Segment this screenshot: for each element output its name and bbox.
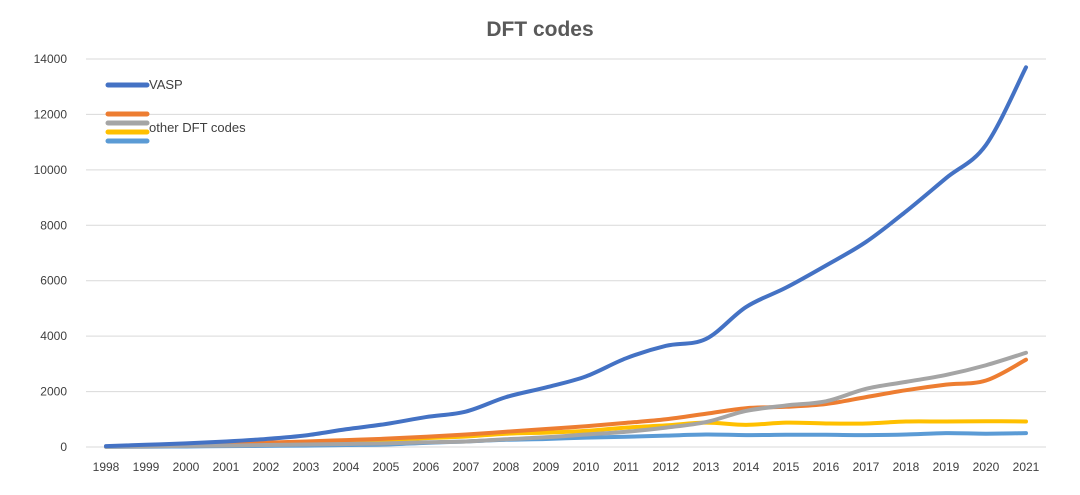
- x-tick-label: 2021: [1013, 460, 1040, 474]
- x-tick-label: 2007: [453, 460, 480, 474]
- x-tick-label: 2010: [573, 460, 600, 474]
- x-tick-label: 2019: [933, 460, 960, 474]
- series-line-vasp: [104, 65, 1028, 449]
- x-axis-ticks: 1998 1999 2000 2001 2002 2003 2004 2005 2006 2007…: [93, 460, 1040, 474]
- y-axis-ticks: 0 2000 4000 6000 8000 10000 12000 14000: [34, 52, 68, 454]
- legend-label-vasp: VASP: [149, 77, 183, 92]
- x-tick-label: 2013: [693, 460, 720, 474]
- x-tick-label: 2009: [533, 460, 560, 474]
- x-tick-label: 2001: [213, 460, 240, 474]
- y-tick-label: 6000: [40, 274, 67, 288]
- x-tick-label: 2002: [253, 460, 280, 474]
- series-line-other-1: [104, 357, 1028, 449]
- legend-entry-other-dft-codes[interactable]: other DFT codes: [105, 111, 246, 144]
- y-tick-label: 2000: [40, 385, 67, 399]
- legend-entry-vasp[interactable]: VASP: [105, 77, 183, 92]
- x-tick-label: 2003: [293, 460, 320, 474]
- x-tick-label: 2004: [333, 460, 360, 474]
- x-tick-label: 2018: [893, 460, 920, 474]
- y-tick-label: 10000: [34, 163, 68, 177]
- x-tick-label: 2005: [373, 460, 400, 474]
- x-tick-label: 2015: [773, 460, 800, 474]
- x-tick-label: 2020: [973, 460, 1000, 474]
- y-tick-label: 0: [60, 440, 67, 454]
- series-lines: [104, 65, 1028, 449]
- x-tick-label: 2017: [853, 460, 880, 474]
- legend: VASP other DFT codes: [105, 77, 246, 144]
- x-tick-label: 2012: [653, 460, 680, 474]
- y-tick-label: 14000: [34, 52, 68, 66]
- x-tick-label: 2016: [813, 460, 840, 474]
- x-tick-label: 1998: [93, 460, 120, 474]
- series-line-other-2: [104, 350, 1028, 449]
- legend-label-other-dft-codes: other DFT codes: [149, 120, 246, 135]
- chart-title: DFT codes: [486, 18, 593, 41]
- y-tick-label: 4000: [40, 329, 67, 343]
- gridlines: [86, 58, 1046, 448]
- x-tick-label: 1999: [133, 460, 160, 474]
- y-tick-label: 12000: [34, 107, 68, 121]
- x-tick-label: 2011: [613, 460, 639, 474]
- x-tick-label: 2014: [733, 460, 760, 474]
- x-tick-label: 2000: [173, 460, 200, 474]
- y-tick-label: 8000: [40, 218, 67, 232]
- x-tick-label: 2008: [493, 460, 520, 474]
- x-tick-label: 2006: [413, 460, 440, 474]
